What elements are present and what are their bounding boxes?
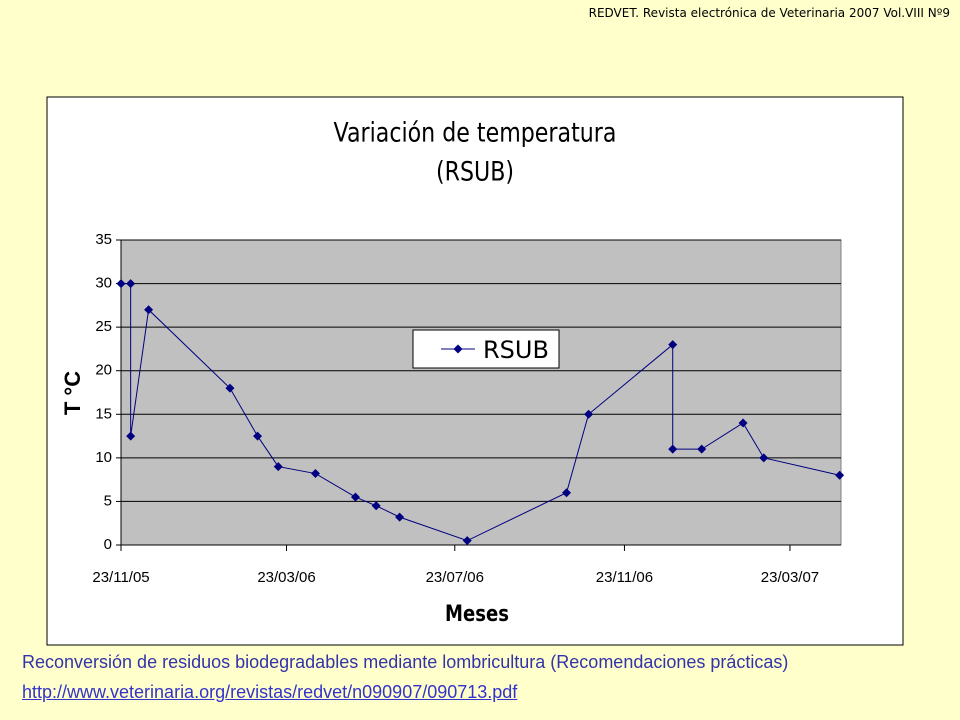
x-tick-label: 23/03/07 — [761, 569, 819, 586]
point — [310, 469, 320, 479]
plot-area — [120, 239, 842, 546]
y-axis-label: T °C — [60, 371, 85, 415]
x-tick-label: 23/11/06 — [596, 569, 653, 586]
point — [253, 431, 263, 441]
x-tick-label: 23/11/05 — [92, 569, 149, 586]
point — [350, 492, 360, 502]
y-tick-label: 15 — [95, 405, 112, 422]
point — [668, 444, 678, 454]
point — [273, 462, 283, 472]
point — [126, 431, 136, 441]
point — [144, 305, 154, 315]
chart: Variación de temperatura (RSUB) Meses T … — [46, 96, 904, 646]
point — [835, 470, 845, 480]
source-link[interactable]: http://www.veterinaria.org/revistas/redv… — [22, 682, 518, 702]
point — [738, 418, 748, 428]
point — [584, 409, 594, 419]
point — [668, 340, 678, 350]
legend-label: RSUB — [483, 336, 549, 364]
y-tick-label: 0 — [104, 536, 112, 553]
point — [225, 383, 235, 393]
series-line — [121, 283, 840, 542]
x-axis-label: Meses — [445, 600, 509, 626]
legend-box — [412, 329, 560, 369]
y-tick-label: 35 — [95, 231, 112, 248]
point — [562, 488, 572, 498]
point — [126, 279, 136, 289]
x-tick-label: 23/03/06 — [257, 569, 315, 586]
chart-title: Variación de temperatura — [334, 117, 617, 149]
caption: Reconversión de residuos biodegradables … — [22, 652, 789, 672]
y-tick-label: 10 — [95, 449, 112, 466]
chart-subtitle: (RSUB) — [436, 156, 514, 188]
point — [116, 279, 126, 289]
point — [371, 501, 381, 511]
y-tick-label: 20 — [95, 362, 112, 379]
point — [759, 453, 769, 463]
legend-marker — [453, 344, 463, 354]
header: REDVET. Revista electrónica de Veterinar… — [588, 6, 950, 20]
point — [462, 536, 472, 546]
y-tick-label: 25 — [95, 318, 112, 335]
point — [395, 512, 405, 522]
x-tick-label: 23/07/06 — [426, 569, 484, 586]
y-tick-label: 5 — [104, 492, 112, 509]
point — [697, 444, 707, 454]
y-tick-label: 30 — [95, 275, 112, 292]
